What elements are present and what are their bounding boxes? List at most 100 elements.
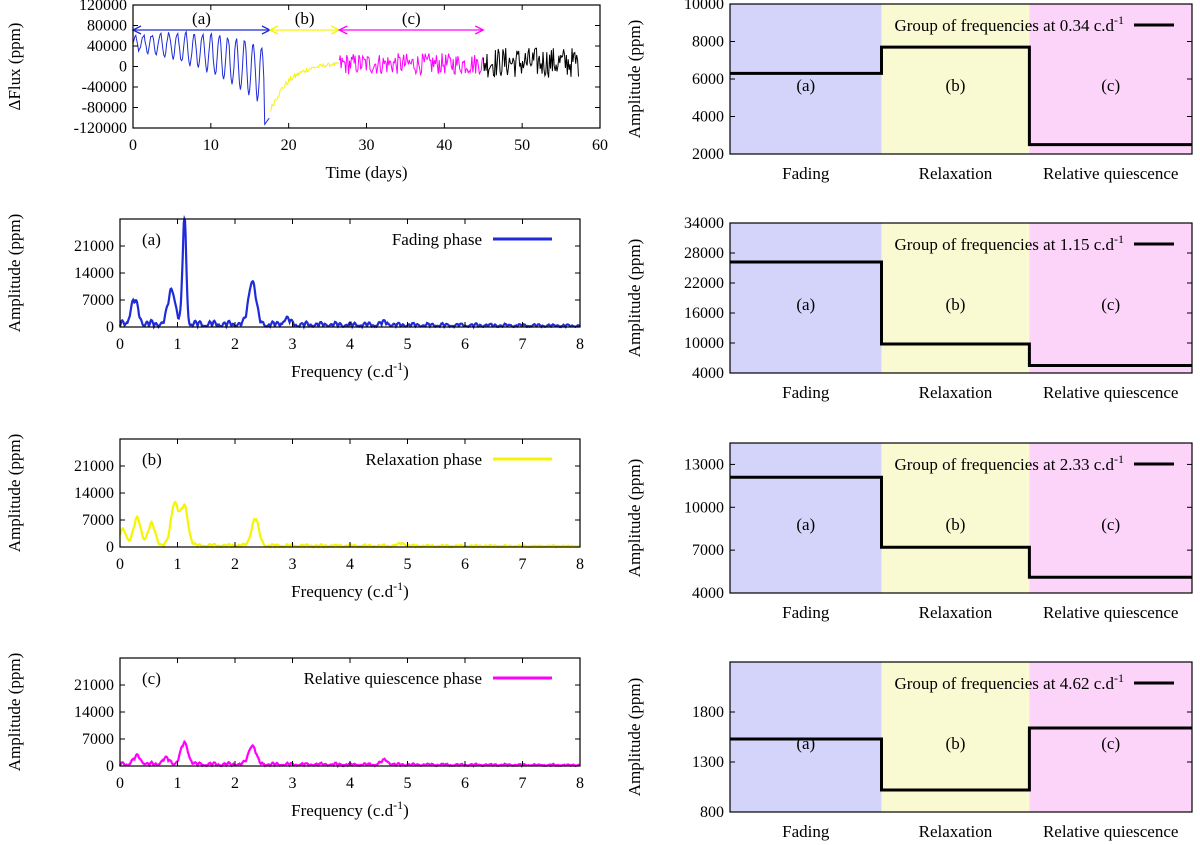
- category-label: Relaxation: [919, 822, 993, 841]
- x-tick-label: 6: [461, 775, 469, 792]
- x-tick-label: 7: [519, 336, 527, 353]
- x-axis-label: Frequency (c.d-1): [291, 579, 409, 601]
- category-label: Relative quiescence: [1043, 603, 1178, 622]
- y-tick-label: 13000: [684, 456, 724, 473]
- x-tick-label: 1: [174, 775, 182, 792]
- y-tick-label: 14000: [74, 485, 114, 502]
- annotation-label: (a): [192, 9, 211, 28]
- phase-region: [730, 443, 882, 593]
- y-tick-label: 7000: [82, 731, 114, 748]
- y-tick-label: 21000: [74, 458, 114, 475]
- legend-title-main: Group of frequencies at 2.33 c.d: [894, 455, 1114, 474]
- y-tick-label: 7000: [82, 292, 114, 309]
- y-axis-label: ΔFlux (ppm): [5, 23, 24, 111]
- y-tick-label: 16000: [684, 305, 724, 322]
- plot-frame: [729, 661, 1193, 813]
- step-line: [730, 45, 1192, 147]
- region-label: (c): [1101, 734, 1120, 753]
- legend-label: Relative quiescence phase: [304, 669, 482, 688]
- legend-title: Group of frequencies at 4.62 c.d-1: [894, 671, 1124, 693]
- y-tick-label: 21000: [74, 238, 114, 255]
- y-tick-label: 14000: [74, 704, 114, 721]
- panel-label: (a): [142, 230, 161, 249]
- category-label: Fading: [782, 603, 830, 622]
- y-tick-label: 2000: [692, 146, 724, 163]
- y-axis-label: Amplitude (ppm): [625, 239, 644, 358]
- annotation-label: (c): [402, 9, 421, 28]
- x-axis-label-main: Frequency (c.d: [291, 801, 393, 820]
- category-label: Relaxation: [919, 164, 993, 183]
- arrow-head-left: [337, 25, 348, 35]
- x-tick-label: 20: [281, 137, 297, 154]
- x-tick-label: 5: [404, 556, 412, 573]
- y-tick-label: -120000: [74, 120, 127, 137]
- series-remainder: [482, 47, 579, 78]
- series-fading: [132, 29, 270, 126]
- region-label: (a): [796, 76, 815, 95]
- category-label: Relaxation: [919, 603, 993, 622]
- step-line: [730, 475, 1192, 579]
- x-tick-label: 1: [174, 556, 182, 573]
- x-tick-label: 7: [519, 775, 527, 792]
- arrow-head-right: [474, 25, 485, 35]
- annotation-bg: [396, 9, 427, 27]
- x-axis-label-main: Frequency (c.d: [291, 582, 393, 601]
- annotation-label: (b): [295, 9, 315, 28]
- series-relaxation: [269, 61, 340, 112]
- x-tick-label: 0: [116, 775, 124, 792]
- x-tick-label: 40: [436, 137, 452, 154]
- step-chart-step-233: (a) Fading (b) Relaxation (c) Relative quiesc…: [625, 442, 1193, 622]
- y-tick-label: 4000: [692, 109, 724, 126]
- legend-title-main: Group of frequencies at 1.15 c.d: [894, 235, 1114, 254]
- legend-title: Group of frequencies at 0.34 c.d-1: [894, 13, 1124, 35]
- x-axis-label-close: ): [403, 362, 409, 381]
- y-tick-label: 34000: [684, 215, 724, 232]
- y-tick-label: 7000: [692, 542, 724, 559]
- panel-label: (c): [142, 669, 161, 688]
- x-tick-label: 60: [592, 137, 608, 154]
- y-tick-label: 1800: [692, 704, 724, 721]
- x-tick-label: 3: [289, 775, 297, 792]
- region-label: (b): [946, 734, 966, 753]
- region-label: (a): [796, 734, 815, 753]
- x-tick-label: 4: [346, 336, 354, 353]
- category-label: Relaxation: [919, 383, 993, 402]
- x-axis-label: Time (days): [325, 163, 407, 182]
- step-line: [730, 260, 1192, 367]
- phase-region: [881, 223, 1030, 373]
- region-label: (a): [796, 295, 815, 314]
- category-label: Fading: [782, 164, 830, 183]
- spectrum-line: [118, 214, 581, 330]
- annotation-1: (b): [268, 9, 341, 35]
- region-label: (b): [946, 76, 966, 95]
- x-tick-label: 6: [461, 556, 469, 573]
- legend-title-sup: -1: [1114, 452, 1124, 466]
- y-axis-label: Amplitude (ppm): [5, 434, 24, 553]
- y-tick-label: 7000: [82, 512, 114, 529]
- x-tick-label: 1: [174, 336, 182, 353]
- lightcurve-chart: (a) (b) (c)0 10 20 30 40 50 6012000080000400000-…: [5, 0, 608, 182]
- x-tick-label: 4: [346, 556, 354, 573]
- y-tick-label: -80000: [82, 100, 127, 117]
- step-chart-step-034: (a) Fading (b) Relaxation (c) Relative quiesc…: [625, 0, 1193, 183]
- phase-region: [881, 662, 1030, 812]
- spectrum-chart-spec-a: 0 1 2 3 4 5 6 7 8 0 7000 14000 21000 (a) Fading phase F…: [5, 214, 584, 381]
- y-tick-label: 28000: [684, 245, 724, 262]
- y-tick-label: 4000: [692, 365, 724, 382]
- legend-label: Relaxation phase: [365, 450, 482, 469]
- x-axis-label-main: Frequency (c.d: [291, 362, 393, 381]
- x-tick-label: 3: [289, 556, 297, 573]
- annotation-2: (c): [337, 9, 485, 35]
- legend-title-sup: -1: [1114, 13, 1124, 27]
- category-label: Fading: [782, 822, 830, 841]
- phase-region: [881, 443, 1030, 593]
- y-tick-label: 14000: [74, 265, 114, 282]
- x-tick-label: 10: [203, 137, 219, 154]
- x-tick-label: 2: [231, 336, 239, 353]
- y-tick-label: 120000: [79, 0, 127, 14]
- annotation-bg: [289, 9, 320, 27]
- x-tick-label: 8: [576, 775, 584, 792]
- annotation-0: (a): [131, 9, 272, 35]
- y-tick-label: 10000: [684, 499, 724, 516]
